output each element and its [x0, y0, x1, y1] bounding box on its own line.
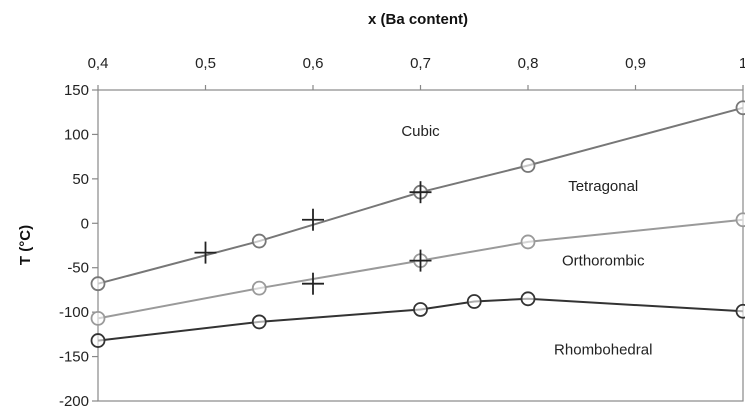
x-tick-label: 0,8	[518, 55, 539, 72]
x-tick-label: 0,9	[625, 55, 646, 72]
y-axis-title: T (°C)	[17, 225, 34, 265]
data-point-circle	[735, 100, 745, 116]
cross-marker	[302, 272, 324, 295]
y-axis: 150 100 50 0 -50 -100 -150 -200	[59, 82, 98, 410]
phase-boundary-line	[97, 297, 744, 342]
x-tick-label: 0,4	[88, 55, 109, 72]
y-tick-label: -100	[59, 304, 89, 321]
y-tick-label: 0	[81, 215, 89, 232]
data-point-circle	[251, 233, 267, 249]
y-tick-label: -200	[59, 393, 89, 410]
region-labels: Cubic Tetragonal Orthorombic Rhombohedral	[401, 123, 652, 359]
cross-marker	[409, 249, 432, 272]
data-point-circle	[413, 302, 428, 317]
x-tick-label: 0,6	[303, 55, 324, 72]
cross-markers	[194, 181, 432, 295]
x-axis: 0,4 0,5 0,6 0,7 0,8 0,9 1	[88, 55, 745, 90]
x-tick-label: 0,7	[410, 55, 431, 72]
cross-marker	[302, 208, 324, 231]
data-point-circle	[520, 158, 536, 173]
data-point-circle	[520, 291, 536, 307]
data-point-circle	[251, 314, 267, 330]
data-point-circle	[90, 310, 106, 326]
data-point-circle	[466, 294, 482, 309]
region-label: Rhombohedral	[554, 341, 652, 358]
cross-marker	[194, 241, 217, 264]
x-tick-label: 1	[739, 55, 745, 72]
data-point-circle	[251, 280, 267, 296]
data-point-circle	[735, 212, 745, 228]
region-label: Orthorombic	[562, 253, 645, 270]
data-point-circle	[90, 276, 106, 292]
x-tick-label: 0,5	[195, 55, 216, 72]
region-label: Cubic	[401, 123, 440, 140]
y-tick-label: -50	[67, 260, 89, 277]
y-tick-label: 150	[64, 82, 89, 99]
y-tick-label: 100	[64, 126, 89, 143]
y-tick-label: 50	[72, 171, 89, 188]
cross-marker	[409, 181, 432, 204]
region-label: Tetragonal	[568, 178, 638, 195]
data-point-circle	[90, 333, 106, 348]
x-axis-title: x (Ba content)	[368, 11, 468, 28]
y-tick-label: -150	[59, 349, 89, 366]
data-point-circle	[735, 303, 745, 319]
data-point-circle	[520, 234, 536, 250]
